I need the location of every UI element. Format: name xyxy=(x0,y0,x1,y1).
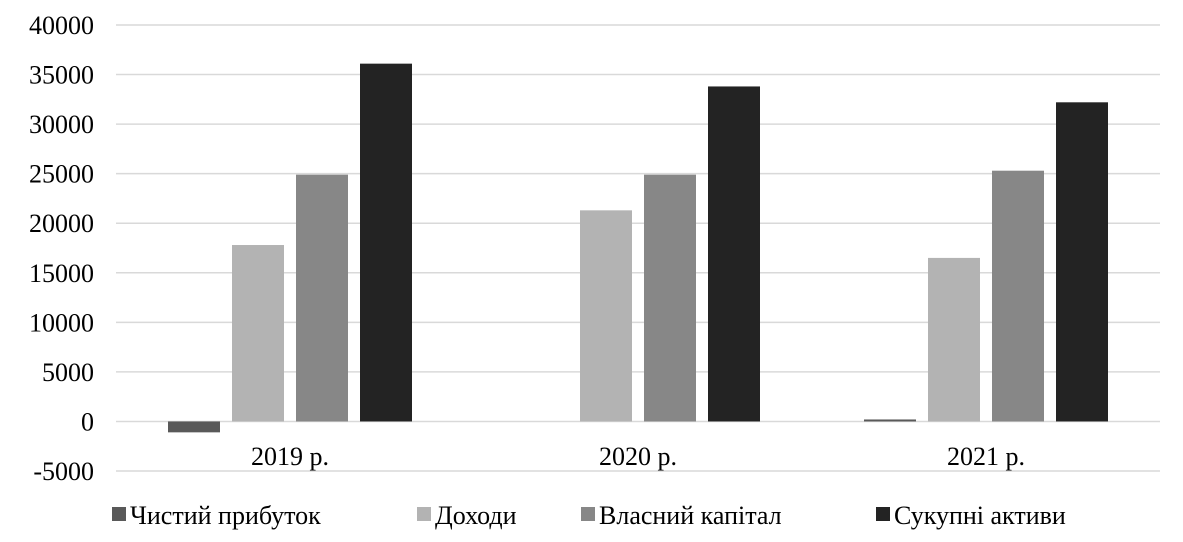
x-category-label: 2021 р. xyxy=(947,442,1025,471)
legend-swatch xyxy=(876,507,890,521)
legend-label: Власний капітал xyxy=(599,501,782,530)
bar-доходи-1 xyxy=(580,210,632,422)
y-tick-label: 30000 xyxy=(29,110,94,139)
bar-сукупні-активи-0 xyxy=(360,63,412,422)
x-axis: 2019 р. 2020 р. 2021 р. xyxy=(251,442,1025,471)
y-tick-label: 15000 xyxy=(29,259,94,288)
y-tick-label: 0 xyxy=(81,407,94,436)
y-tick-label: 35000 xyxy=(29,61,94,90)
legend-label: Сукупні активи xyxy=(894,501,1066,530)
x-category-label: 2020 р. xyxy=(599,442,677,471)
legend-label: Доходи xyxy=(435,501,517,530)
bars xyxy=(168,63,1108,433)
bar-доходи-0 xyxy=(232,245,284,422)
bar-сукупні-активи-2 xyxy=(1056,102,1108,422)
y-tick-label: 40000 xyxy=(29,11,94,40)
bar-чистий-прибуток-2 xyxy=(864,419,916,422)
bar-власний-капітал-2 xyxy=(992,170,1044,422)
y-tick-label: -5000 xyxy=(33,457,94,486)
gridlines xyxy=(116,24,1160,472)
legend-swatch xyxy=(112,507,126,521)
bar-доходи-2 xyxy=(928,257,980,422)
bar-власний-капітал-0 xyxy=(296,174,348,422)
legend: Чистий прибуток Доходи Власний капітал Суку… xyxy=(112,501,1066,530)
bar-сукупні-активи-1 xyxy=(708,86,760,422)
bar-чистий-прибуток-0 xyxy=(168,421,220,433)
bar-власний-капітал-1 xyxy=(644,174,696,422)
y-tick-label: 10000 xyxy=(29,308,94,337)
y-tick-label: 20000 xyxy=(29,209,94,238)
legend-swatch xyxy=(417,507,431,521)
legend-swatch xyxy=(581,507,595,521)
y-tick-label: 5000 xyxy=(42,358,94,387)
y-axis: 40000 35000 30000 25000 20000 15000 10000 5000 0… xyxy=(29,11,94,486)
x-category-label: 2019 р. xyxy=(251,442,329,471)
y-tick-label: 25000 xyxy=(29,160,94,189)
legend-label: Чистий прибуток xyxy=(130,501,321,530)
